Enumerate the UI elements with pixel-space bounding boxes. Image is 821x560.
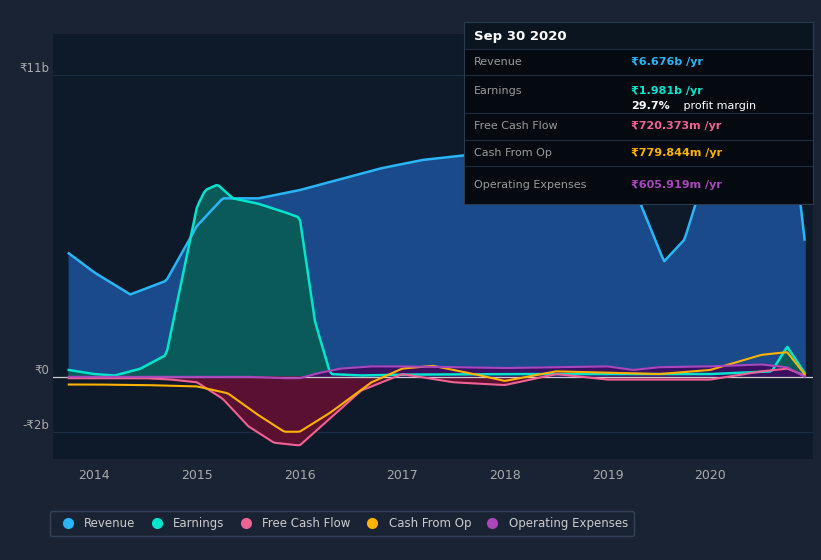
Text: ₹720.373m /yr: ₹720.373m /yr	[631, 121, 722, 131]
Legend: Revenue, Earnings, Free Cash Flow, Cash From Op, Operating Expenses: Revenue, Earnings, Free Cash Flow, Cash …	[50, 511, 634, 536]
Text: Operating Expenses: Operating Expenses	[475, 180, 587, 190]
Text: Earnings: Earnings	[475, 86, 523, 96]
Text: ₹605.919m /yr: ₹605.919m /yr	[631, 180, 722, 190]
Text: ₹6.676b /yr: ₹6.676b /yr	[631, 57, 704, 67]
Text: 29.7%: 29.7%	[631, 101, 670, 111]
Text: ₹0: ₹0	[34, 364, 49, 377]
Text: ₹1.981b /yr: ₹1.981b /yr	[631, 86, 703, 96]
Text: ₹779.844m /yr: ₹779.844m /yr	[631, 148, 722, 158]
Bar	[464, 22, 813, 49]
Text: ₹11b: ₹11b	[20, 62, 49, 75]
Text: Free Cash Flow: Free Cash Flow	[475, 121, 558, 131]
Text: Revenue: Revenue	[475, 57, 523, 67]
Text: profit margin: profit margin	[680, 101, 756, 111]
Text: -₹2b: -₹2b	[23, 419, 49, 432]
Text: Cash From Op: Cash From Op	[475, 148, 553, 158]
Text: Sep 30 2020: Sep 30 2020	[475, 30, 567, 43]
